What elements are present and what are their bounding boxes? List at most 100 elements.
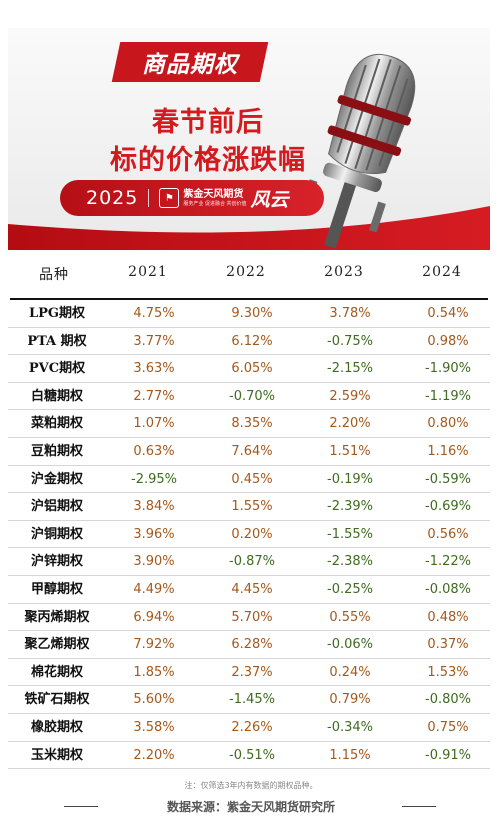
row-value-2021: 4.49% [133, 581, 175, 597]
row-value-2023: -0.34% [327, 719, 373, 735]
row-value-2022: 9.30% [231, 306, 273, 321]
row-value-2023: -2.39% [327, 499, 373, 515]
row-value-2022: 1.55% [231, 499, 273, 515]
row-value-2023: 1.15% [329, 747, 371, 763]
row-value-2022: 0.20% [231, 526, 273, 542]
table-row: 玉米期权 2.20% -0.51% 1.15% -0.91% [8, 742, 490, 770]
header-banner: 商品期权 春节前后 标的价格涨跌幅 2025 ⚑ 紫金天风期货 服务产业 促进融… [8, 28, 490, 250]
table-row: 聚乙烯期权 7.92% 6.28% -0.06% 0.37% [8, 631, 490, 659]
data-source: 数据来源：紫金天风期货研究所 [166, 800, 335, 814]
row-value-2023: 2.59% [329, 388, 371, 404]
row-value-2022: -0.87% [229, 554, 275, 570]
row-value-2022: 2.26% [231, 719, 273, 735]
row-value-2023: -0.25% [327, 581, 373, 597]
row-value-2021: 3.96% [133, 526, 175, 542]
row-variety-name: 甲醇期权 [30, 581, 83, 597]
row-value-2024: 0.56% [427, 526, 469, 542]
header-2024: 2024 [422, 264, 462, 280]
row-value-2024: -0.91% [425, 747, 471, 763]
row-variety-name: PVC期权 [28, 361, 86, 377]
row-value-2024: -0.80% [425, 692, 471, 708]
row-value-2022: 6.12% [231, 333, 273, 349]
row-variety-name: PTA 期权 [27, 333, 87, 349]
table-row: 白糖期权 2.77% -0.70% 2.59% -1.19% [8, 382, 490, 411]
row-value-2023: -0.75% [327, 333, 373, 349]
row-value-2021: -2.95% [131, 471, 177, 487]
brand-logo-icon: ⚑ [159, 188, 180, 208]
table-row: 铁矿石期权 5.60% -1.45% 0.79% -0.80% [8, 686, 490, 714]
pill-divider [148, 189, 150, 207]
table-row: 菜粕期权 1.07% 8.35% 2.20% 0.80% [8, 410, 490, 438]
row-value-2023: -2.38% [327, 554, 373, 570]
row-value-2022: 4.45% [231, 581, 273, 597]
row-value-2023: 0.24% [329, 664, 371, 680]
row-value-2022: 0.45% [231, 471, 273, 487]
brand-name: 紫金天风期货 [183, 188, 244, 200]
footnote: 注：仅筛选3年内有数据的期权品种。 [184, 781, 318, 790]
row-value-2021: 3.90% [133, 554, 175, 570]
row-value-2024: -1.90% [425, 361, 471, 377]
row-value-2021: 2.77% [133, 388, 175, 404]
table-body: LPG期权 4.75% 9.30% 3.78% 0.54% PTA 期权 3.77% 6.12… [8, 300, 490, 770]
table-row: 沪铜期权 3.96% 0.20% -1.55% 0.56% [8, 521, 490, 549]
row-value-2022: 6.28% [231, 637, 273, 653]
table-row: 豆粕期权 0.63% 7.64% 1.51% 1.16% [8, 437, 490, 466]
brand-pill: 2025 ⚑ 紫金天风期货 服务产业 促进融合 共创价值 风云 [60, 180, 324, 216]
row-variety-name: LPG期权 [28, 306, 86, 321]
row-variety-name: 沪铜期权 [30, 526, 83, 542]
year-label: 2025 [86, 187, 139, 209]
category-tag: 商品期权 [111, 42, 269, 82]
row-value-2024: -0.08% [425, 581, 471, 597]
row-value-2024: 0.75% [427, 719, 469, 735]
headline-line1: 春节前后 [152, 107, 264, 138]
row-variety-name: 棉花期权 [30, 664, 83, 680]
table-row: 棉花期权 1.85% 2.37% 0.24% 1.53% [8, 658, 490, 687]
row-value-2021: 0.63% [133, 443, 175, 459]
row-value-2024: -1.22% [425, 554, 471, 570]
header-2021: 2021 [128, 264, 168, 280]
row-value-2021: 1.07% [133, 416, 175, 432]
row-value-2024: -1.19% [425, 388, 471, 404]
row-value-2022: -1.45% [229, 692, 275, 708]
row-value-2021: 3.63% [133, 361, 175, 377]
row-variety-name: 菜粕期权 [30, 416, 83, 432]
table-row: 沪锌期权 3.90% -0.87% -2.38% -1.22% [8, 548, 490, 576]
row-value-2021: 7.92% [133, 637, 175, 653]
row-variety-name: 铁矿石期权 [24, 692, 90, 708]
row-value-2022: -0.70% [229, 388, 275, 404]
row-value-2022: 5.70% [231, 609, 273, 625]
row-value-2023: -0.06% [327, 637, 373, 653]
row-value-2022: 8.35% [231, 416, 273, 432]
row-value-2022: 6.05% [231, 361, 273, 377]
brand-signature: 风云 [250, 188, 289, 211]
row-value-2021: 3.84% [133, 499, 175, 515]
header-2023: 2023 [324, 264, 364, 280]
source-dash-right [402, 806, 436, 807]
row-value-2024: 0.48% [427, 609, 469, 625]
table-row: 橡胶期权 3.58% 2.26% -0.34% 0.75% [8, 713, 490, 742]
row-value-2023: 0.79% [329, 692, 371, 708]
row-variety-name: 聚乙烯期权 [24, 637, 90, 653]
brand-block: 紫金天风期货 服务产业 促进融合 共创价值 [183, 189, 246, 208]
row-value-2024: 0.54% [427, 306, 469, 321]
row-value-2024: -0.69% [425, 499, 471, 515]
row-variety-name: 沪铝期权 [30, 499, 83, 515]
row-value-2023: -1.55% [327, 526, 373, 542]
row-value-2024: -0.59% [425, 471, 471, 487]
row-variety-name: 聚丙烯期权 [24, 609, 90, 625]
row-value-2023: 3.78% [329, 306, 371, 321]
row-value-2024: 1.16% [427, 443, 469, 459]
row-value-2024: 0.37% [427, 637, 469, 653]
row-value-2021: 2.20% [133, 747, 175, 763]
row-variety-name: 白糖期权 [30, 388, 83, 404]
headline-line2: 标的价格涨跌幅 [110, 145, 306, 176]
row-value-2023: 1.51% [329, 443, 371, 459]
row-value-2023: -2.15% [327, 361, 373, 377]
row-variety-name: 沪金期权 [30, 471, 83, 487]
row-value-2021: 5.60% [133, 692, 175, 708]
row-value-2021: 1.85% [133, 664, 175, 680]
table-row: 甲醇期权 4.49% 4.45% -0.25% -0.08% [8, 576, 490, 604]
table-row: PVC期权 3.63% 6.05% -2.15% -1.90% [8, 355, 490, 383]
table-row: LPG期权 4.75% 9.30% 3.78% 0.54% [8, 300, 490, 328]
table-top-rule [10, 298, 488, 300]
